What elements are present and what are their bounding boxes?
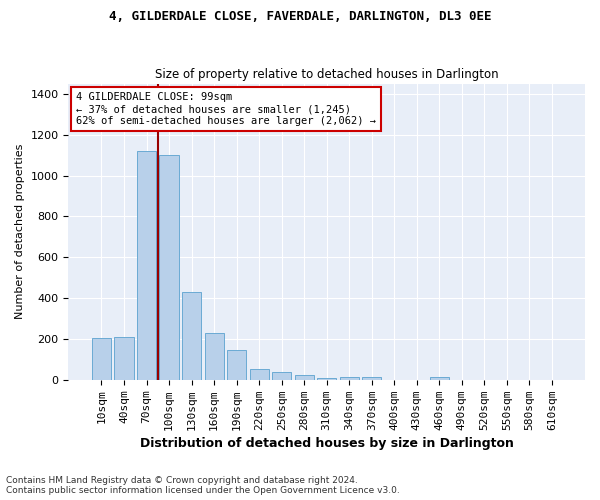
- Text: 4 GILDERDALE CLOSE: 99sqm
← 37% of detached houses are smaller (1,245)
62% of se: 4 GILDERDALE CLOSE: 99sqm ← 37% of detac…: [76, 92, 376, 126]
- Text: 4, GILDERDALE CLOSE, FAVERDALE, DARLINGTON, DL3 0EE: 4, GILDERDALE CLOSE, FAVERDALE, DARLINGT…: [109, 10, 491, 23]
- Y-axis label: Number of detached properties: Number of detached properties: [15, 144, 25, 320]
- Bar: [250, 368, 269, 380]
- Bar: [115, 337, 134, 380]
- Bar: [92, 338, 111, 380]
- Text: Contains HM Land Registry data © Crown copyright and database right 2024.
Contai: Contains HM Land Registry data © Crown c…: [6, 476, 400, 495]
- Bar: [272, 372, 291, 380]
- Bar: [137, 151, 156, 380]
- Bar: [362, 377, 382, 380]
- Bar: [182, 292, 201, 380]
- Title: Size of property relative to detached houses in Darlington: Size of property relative to detached ho…: [155, 68, 499, 81]
- Bar: [160, 155, 179, 380]
- X-axis label: Distribution of detached houses by size in Darlington: Distribution of detached houses by size …: [140, 437, 514, 450]
- Bar: [227, 350, 246, 380]
- Bar: [295, 374, 314, 380]
- Bar: [340, 377, 359, 380]
- Bar: [317, 378, 336, 380]
- Bar: [430, 377, 449, 380]
- Bar: [205, 333, 224, 380]
